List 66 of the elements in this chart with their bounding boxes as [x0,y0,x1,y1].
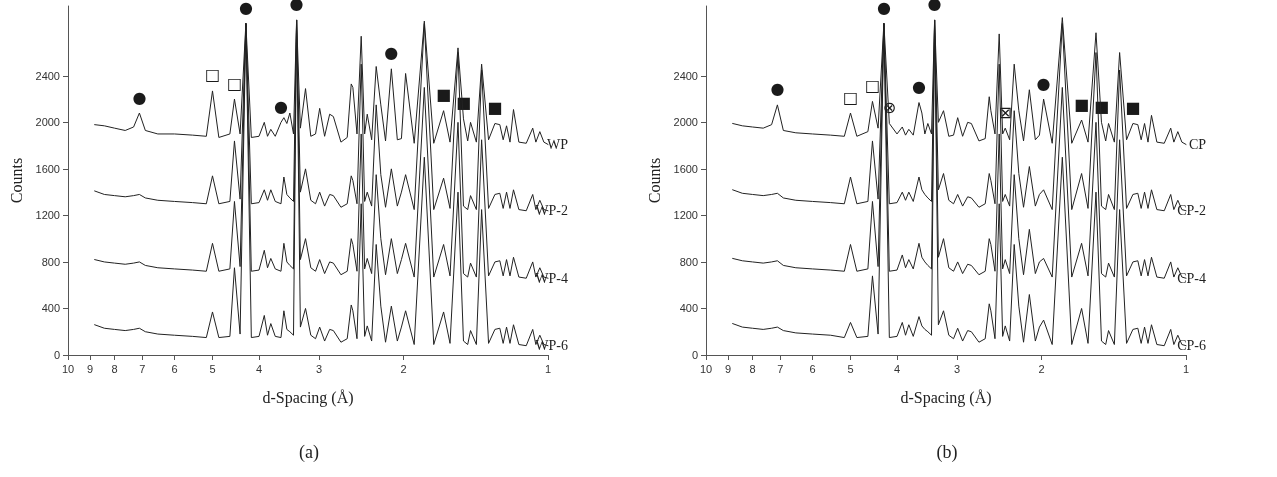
x-tick-label: 2 [400,362,407,375]
y-tick-label: 400 [41,302,60,315]
x-tick-label: 5 [209,362,216,375]
y-tick-label: 800 [679,255,698,268]
series-label: WP-6 [535,338,568,354]
x-tick-label: 5 [847,362,854,375]
series-label: WP-4 [535,270,568,286]
annotation: ■ [1074,94,1090,114]
series-label: CP [1188,136,1207,152]
y-tick-label: 1200 [35,209,60,222]
y-tick-label: 2400 [35,69,60,82]
x-tick-label: 4 [255,362,263,375]
annotation: ● [876,0,891,17]
annotation: ● [770,79,785,99]
annotation: ■ [1125,98,1141,117]
x-tick-label: 8 [111,362,118,375]
x-tick-label: 1 [544,362,552,375]
y-tick-label: 800 [41,255,60,268]
series-label: CP-2 [1177,203,1206,219]
x-tick-label: 7 [139,362,146,375]
series-label: CP-6 [1177,338,1206,354]
y-tick-label: 0 [691,349,698,361]
y-tick-label: 400 [679,302,698,315]
x-tick-label: 3 [315,362,323,375]
annotation: ● [289,0,304,14]
y-tick-label: 2000 [35,116,60,129]
annotation: ● [384,43,399,63]
x-tick-label: 9 [724,362,732,375]
y-tick-label: 0 [53,349,60,361]
annotation: ● [1036,73,1051,93]
x-tick-label: 6 [171,362,178,375]
x-tick-label: 2 [1038,362,1045,375]
annotation: ● [238,0,253,17]
x-tick-label: 4 [893,362,901,375]
y-axis-title: Counts [7,157,25,204]
x-tick-label: 10 [699,362,713,375]
annotation: ● [273,96,288,116]
text: (a) [299,442,319,463]
annotation: ■ [487,98,503,117]
series-label: WP [547,136,569,152]
x-tick-label: 10 [61,362,75,375]
y-tick-label: 2400 [673,69,698,82]
annotation: ● [927,0,942,14]
x-tick-label: 3 [953,362,961,375]
series-label: WP-2 [535,203,568,219]
text: (b) [936,442,958,463]
x-axis-title: d-Spacing (Å) [262,388,354,407]
annotation: □ [842,87,859,107]
x-tick-label: 7 [777,362,784,375]
annotation: □ [226,73,243,93]
y-tick-label: 2000 [673,116,698,129]
annotation: □ [864,75,881,95]
y-tick-label: 1200 [673,209,698,222]
annotation: ■ [436,85,452,105]
series-label: CP-4 [1177,270,1206,286]
annotation: □ [204,65,221,85]
x-axis-title: d-Spacing (Å) [900,388,992,407]
y-tick-label: 1600 [673,162,698,175]
annotation: ● [911,77,926,97]
x-tick-label: 6 [809,362,816,375]
x-tick-label: 8 [749,362,756,375]
annotation: ● [132,87,147,107]
x-tick-label: 9 [86,362,94,375]
y-axis-title: Counts [645,157,663,204]
x-tick-label: 1 [1182,362,1190,375]
y-tick-label: 1600 [35,162,60,175]
